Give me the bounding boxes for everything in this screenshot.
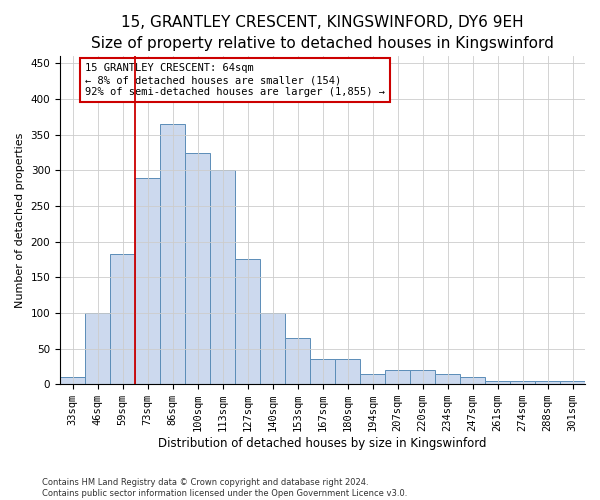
Bar bbox=[160, 124, 185, 384]
Bar bbox=[535, 380, 560, 384]
Text: Contains HM Land Registry data © Crown copyright and database right 2024.
Contai: Contains HM Land Registry data © Crown c… bbox=[42, 478, 407, 498]
Y-axis label: Number of detached properties: Number of detached properties bbox=[15, 132, 25, 308]
Bar bbox=[60, 377, 85, 384]
Bar bbox=[235, 260, 260, 384]
Bar bbox=[110, 254, 135, 384]
Bar bbox=[210, 170, 235, 384]
Bar bbox=[310, 360, 335, 384]
Bar bbox=[185, 152, 210, 384]
Bar bbox=[460, 377, 485, 384]
Bar bbox=[360, 374, 385, 384]
X-axis label: Distribution of detached houses by size in Kingswinford: Distribution of detached houses by size … bbox=[158, 437, 487, 450]
Text: 15 GRANTLEY CRESCENT: 64sqm
← 8% of detached houses are smaller (154)
92% of sem: 15 GRANTLEY CRESCENT: 64sqm ← 8% of deta… bbox=[85, 64, 385, 96]
Title: 15, GRANTLEY CRESCENT, KINGSWINFORD, DY6 9EH
Size of property relative to detach: 15, GRANTLEY CRESCENT, KINGSWINFORD, DY6… bbox=[91, 15, 554, 51]
Bar bbox=[510, 380, 535, 384]
Bar bbox=[260, 313, 285, 384]
Bar bbox=[135, 178, 160, 384]
Bar bbox=[335, 360, 360, 384]
Bar bbox=[285, 338, 310, 384]
Bar bbox=[435, 374, 460, 384]
Bar bbox=[385, 370, 410, 384]
Bar bbox=[485, 380, 510, 384]
Bar bbox=[410, 370, 435, 384]
Bar bbox=[560, 380, 585, 384]
Bar bbox=[85, 313, 110, 384]
